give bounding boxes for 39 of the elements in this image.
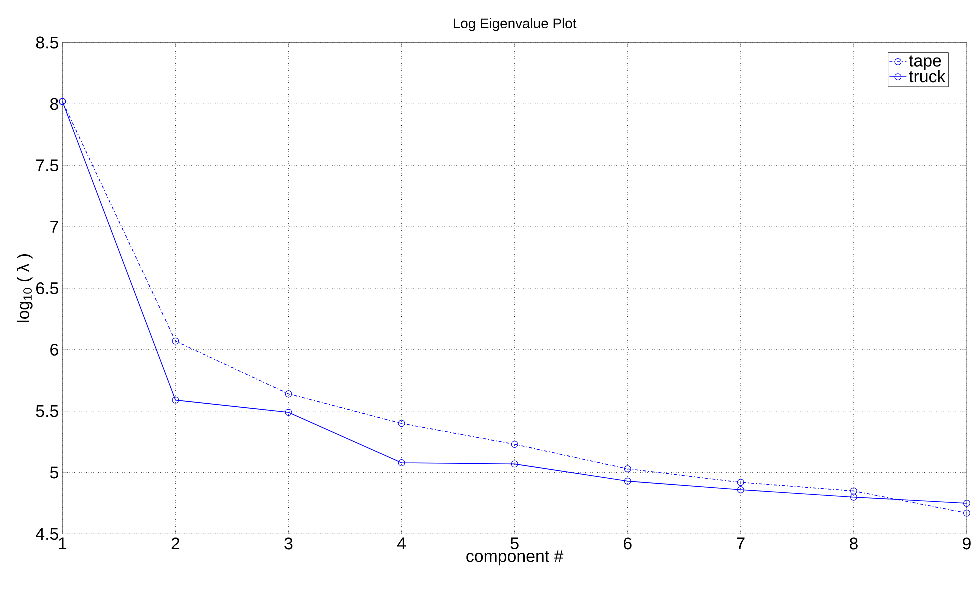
point — [737, 486, 744, 494]
legend-label: truck — [909, 70, 946, 83]
y-tick-label: 8.5 — [36, 36, 58, 49]
y-tick-label: 7 — [50, 221, 58, 233]
x-tick-label: 7 — [737, 538, 745, 550]
point — [511, 460, 518, 468]
y-tick-label: 5.5 — [36, 405, 58, 418]
point — [398, 420, 406, 428]
point — [172, 338, 180, 345]
point — [963, 500, 970, 508]
point — [398, 460, 406, 466]
y-tick-label: 5 — [50, 466, 58, 479]
point — [172, 396, 180, 404]
chart-title: Log Eigenvalue Plot — [454, 18, 577, 32]
y-tick-label: 8 — [50, 98, 58, 110]
point — [285, 390, 292, 398]
point — [963, 510, 970, 517]
y-tick-label: 6.5 — [36, 282, 58, 295]
x-tick-label: 8 — [850, 538, 858, 550]
point — [737, 479, 744, 486]
x-tick-label: 5 — [510, 538, 519, 550]
x-tick-label: 9 — [963, 538, 971, 550]
point — [624, 466, 632, 473]
x-axis-title: component # — [466, 550, 564, 566]
point — [850, 488, 858, 495]
y-tick-label: 7.5 — [36, 160, 58, 172]
point — [850, 494, 858, 501]
x-tick-label: 4 — [397, 538, 406, 550]
y-tick-label: 6 — [50, 344, 58, 356]
y-tick-label: 4.5 — [36, 528, 58, 540]
x-tick-label: 1 — [59, 538, 67, 550]
x-tick-label: 3 — [284, 538, 293, 550]
point — [624, 478, 632, 485]
legend-label: tape — [909, 56, 942, 70]
x-tick-label: 2 — [172, 538, 180, 550]
y-axis-title: log$_{10}$ ( λ ) — [17, 254, 33, 322]
point — [285, 409, 292, 416]
point — [511, 441, 518, 448]
x-tick-label: 6 — [624, 538, 632, 550]
